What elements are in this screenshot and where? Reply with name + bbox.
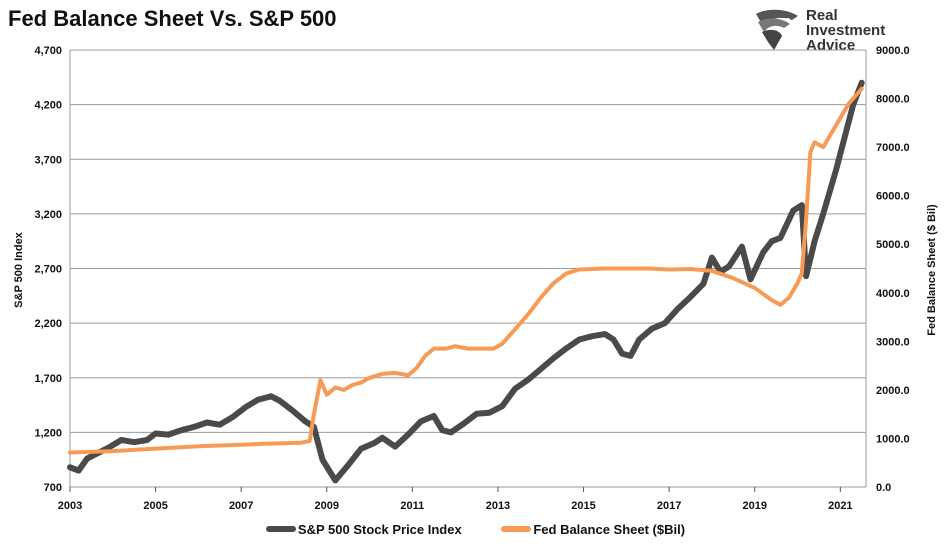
- legend: S&P 500 Stock Price Index Fed Balance Sh…: [0, 520, 951, 537]
- y-left-tick-label: 3,700: [34, 154, 62, 166]
- y-left-tick-label: 4,700: [34, 45, 62, 57]
- chart-title: Fed Balance Sheet Vs. S&P 500: [8, 6, 337, 31]
- x-tick-label: 2011: [400, 500, 424, 512]
- y-right-tick-label: 6000.0: [876, 191, 910, 203]
- series-lines: [67, 79, 865, 484]
- x-tick-label: 2003: [58, 500, 82, 512]
- y-left-tick-label: 700: [44, 482, 62, 494]
- x-tick-label: 2015: [571, 500, 595, 512]
- x-tick-label: 2007: [229, 500, 253, 512]
- y-right-tick-label: 1000.0: [876, 433, 910, 445]
- x-tick-label: 2005: [143, 500, 167, 512]
- eagle-icon: [756, 9, 798, 50]
- y-right-tick-label: 5000.0: [876, 239, 910, 251]
- x-axis-ticks: 2003 2005 2007 2009 2011 2013 2015 2017 2019 2021: [58, 487, 853, 512]
- logo-line-3: Advice: [806, 37, 856, 54]
- legend-label-sp500: S&P 500 Stock Price Index: [297, 521, 462, 537]
- gridlines: [69, 49, 867, 488]
- left-axis-ticks: 700 1,200 1,700 2,200 2,700 3,200 3,700 4,200 4,…: [34, 45, 62, 494]
- series-line-fed-balance-sheet: [68, 86, 864, 455]
- right-axis-ticks: 0.0 1000.0 2000.0 3000.0 4000.0 5000.0 6000.0 7…: [876, 45, 910, 494]
- y-left-tick-label: 2,200: [34, 318, 62, 330]
- line-chart: 700 1,200 1,700 2,200 2,700 3,200 3,700 4,200 4,…: [13, 45, 938, 512]
- brand-logo: Real Investment Advice: [752, 6, 942, 56]
- y-left-tick-label: 1,700: [34, 373, 62, 385]
- y-left-tick-label: 1,200: [34, 427, 62, 439]
- y-right-tick-label: 3000.0: [876, 336, 910, 348]
- y-left-tick-label: 2,700: [34, 264, 62, 276]
- y-right-tick-label: 8000.0: [876, 94, 910, 106]
- legend-label-fed: Fed Balance Sheet ($Bil): [533, 521, 686, 537]
- legend-item-fed: Fed Balance Sheet ($Bil): [501, 522, 685, 537]
- y-left-tick-label: 3,200: [34, 209, 62, 221]
- x-tick-label: 2017: [657, 500, 681, 512]
- x-tick-label: 2013: [486, 500, 510, 512]
- x-tick-label: 2009: [315, 500, 339, 512]
- series-line-sp500: [67, 79, 865, 484]
- y-right-tick-label: 4000.0: [876, 288, 910, 300]
- legend-item-sp500: S&P 500 Stock Price Index: [265, 521, 462, 537]
- y-axis-left-title: S&P 500 Index: [13, 231, 25, 307]
- x-tick-label: 2019: [742, 500, 766, 512]
- y-right-tick-label: 7000.0: [876, 142, 910, 154]
- y-axis-right-title: Fed Balance Sheet ($ Bil): [926, 204, 938, 336]
- legend-swatch-fed: [501, 526, 532, 532]
- y-right-tick-label: 0.0: [876, 482, 891, 494]
- logo-line-1: Real: [806, 7, 838, 24]
- y-right-tick-label: 9000.0: [876, 45, 910, 57]
- x-tick-label: 2021: [828, 500, 852, 512]
- y-left-tick-label: 4,200: [34, 100, 62, 112]
- logo-line-2: Investment: [806, 22, 886, 39]
- y-right-tick-label: 2000.0: [876, 385, 910, 397]
- legend-swatch-sp500: [265, 526, 296, 532]
